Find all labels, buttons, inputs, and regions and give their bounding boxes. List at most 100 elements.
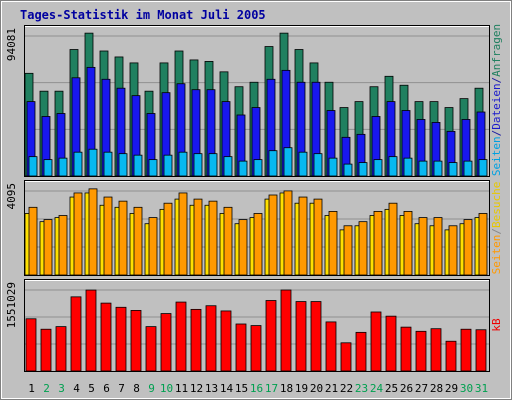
bar-seiten-day-29 — [448, 225, 458, 276]
bar-kb-day-4 — [70, 296, 82, 372]
bar-seiten-day-8 — [133, 206, 143, 276]
x-tick-label-day-6: 6 — [103, 382, 110, 395]
bar-kb-day-3 — [55, 326, 67, 372]
bar-kb-day-21 — [325, 321, 337, 372]
right-axis-label-part-0: Seiten — [490, 235, 503, 275]
x-tick-label-day-12: 12 — [190, 382, 203, 395]
panel-top: 94081 Seiten/Dateien/Anfragen — [5, 24, 503, 177]
bar-seiten-day-23 — [358, 221, 368, 276]
x-tick-label-day-9: 9 — [148, 382, 155, 395]
bar-seiten-day-5 — [88, 188, 98, 276]
bar-kb-day-24 — [370, 311, 382, 372]
x-tick-label-day-4: 4 — [73, 382, 80, 395]
bar-seiten-day-17 — [268, 194, 278, 276]
bar-seiten-day-14 — [223, 156, 233, 177]
x-tick-label-day-10: 10 — [160, 382, 173, 395]
bar-seiten-day-5 — [88, 148, 98, 177]
bar-kb-day-26 — [400, 326, 412, 372]
bar-kb-day-10 — [160, 313, 172, 372]
bar-kb-day-5 — [85, 289, 97, 372]
bar-seiten-day-3 — [58, 215, 68, 276]
bar-seiten-day-6 — [103, 151, 113, 177]
y-tick-label-bottom: 1551029 — [5, 282, 18, 328]
bar-seiten-day-17 — [268, 150, 278, 177]
bar-seiten-day-31 — [478, 159, 488, 177]
x-tick-label-day-31: 31 — [475, 382, 488, 395]
bar-seiten-day-16 — [253, 213, 263, 276]
x-tick-label-day-23: 23 — [355, 382, 368, 395]
bar-seiten-day-6 — [103, 196, 113, 276]
x-tick-label-day-13: 13 — [205, 382, 218, 395]
bar-seiten-day-30 — [463, 219, 473, 276]
bar-seiten-day-21 — [328, 211, 338, 276]
bar-seiten-day-21 — [328, 157, 338, 177]
bar-seiten-day-19 — [298, 196, 308, 276]
right-axis-label-middle: Seiten/Besuche — [490, 182, 503, 275]
x-tick-label-day-19: 19 — [295, 382, 308, 395]
bar-kb-day-23 — [355, 331, 367, 372]
bar-seiten-day-14 — [223, 206, 233, 276]
y-tick-label-middle: 4095 — [5, 183, 18, 210]
bar-seiten-day-15 — [238, 160, 248, 177]
bar-seiten-day-18 — [283, 190, 293, 276]
bar-kb-day-8 — [130, 310, 142, 372]
x-tick-label-day-14: 14 — [220, 382, 234, 395]
x-tick-label-day-5: 5 — [88, 382, 95, 395]
bar-seiten-day-10 — [163, 154, 173, 177]
bar-seiten-day-1 — [28, 156, 38, 177]
bar-kb-day-25 — [385, 315, 397, 372]
x-tick-label-day-1: 1 — [28, 382, 35, 395]
bar-seiten-day-9 — [148, 159, 158, 177]
bar-seiten-day-31 — [478, 213, 488, 276]
bar-seiten-day-29 — [448, 162, 458, 177]
x-tick-label-day-29: 29 — [445, 382, 458, 395]
right-axis-label-part-3: / — [490, 77, 503, 84]
bar-kb-day-1 — [25, 318, 37, 372]
x-tick-label-day-8: 8 — [133, 382, 140, 395]
bar-seiten-day-11 — [178, 192, 188, 276]
bar-seiten-day-12 — [193, 153, 203, 177]
panel-middle: 4095 Seiten/Besuche — [5, 180, 503, 276]
bar-kb-day-16 — [250, 325, 262, 372]
bar-seiten-day-28 — [433, 217, 443, 276]
bar-seiten-day-24 — [373, 211, 383, 276]
bar-seiten-day-18 — [283, 147, 293, 177]
x-tick-label-day-11: 11 — [175, 382, 188, 395]
bar-seiten-day-9 — [148, 217, 158, 276]
right-axis-label-top: Seiten/Dateien/Anfragen — [490, 24, 503, 176]
bar-seiten-day-16 — [253, 159, 263, 177]
bar-seiten-day-22 — [343, 225, 353, 276]
x-tick-label-day-15: 15 — [235, 382, 248, 395]
x-tick-label-day-16: 16 — [250, 382, 263, 395]
bar-kb-day-22 — [340, 342, 352, 372]
bar-kb-day-19 — [295, 301, 307, 372]
bar-seiten-day-15 — [238, 219, 248, 276]
x-tick-label-day-28: 28 — [430, 382, 443, 395]
x-tick-label-day-25: 25 — [385, 382, 398, 395]
bar-kb-day-20 — [310, 301, 322, 372]
x-tick-label-day-24: 24 — [370, 382, 384, 395]
x-tick-label-day-18: 18 — [280, 382, 293, 395]
x-tick-label-day-17: 17 — [265, 382, 278, 395]
x-tick-label-day-27: 27 — [415, 382, 428, 395]
bar-kb-day-29 — [445, 340, 457, 372]
bar-seiten-day-7 — [118, 200, 128, 276]
bar-kb-day-14 — [220, 310, 232, 372]
bar-seiten-day-28 — [433, 160, 443, 177]
bar-kb-day-27 — [415, 330, 427, 372]
bar-kb-day-18 — [280, 289, 292, 372]
y-tick-label-top: 94081 — [5, 28, 18, 61]
bar-seiten-day-22 — [343, 163, 353, 177]
right-axis-label-part-1: / — [490, 228, 503, 235]
right-axis-label-part-2: Dateien — [490, 83, 503, 129]
bar-seiten-day-30 — [463, 160, 473, 177]
bar-kb-day-11 — [175, 301, 187, 372]
bar-seiten-day-20 — [313, 153, 323, 177]
bar-seiten-day-27 — [418, 160, 428, 177]
bar-seiten-day-7 — [118, 153, 128, 177]
bar-kb-day-30 — [460, 328, 472, 372]
bar-seiten-day-25 — [388, 202, 398, 276]
bar-kb-day-6 — [100, 302, 112, 372]
outer-frame-highlight — [1, 1, 511, 399]
